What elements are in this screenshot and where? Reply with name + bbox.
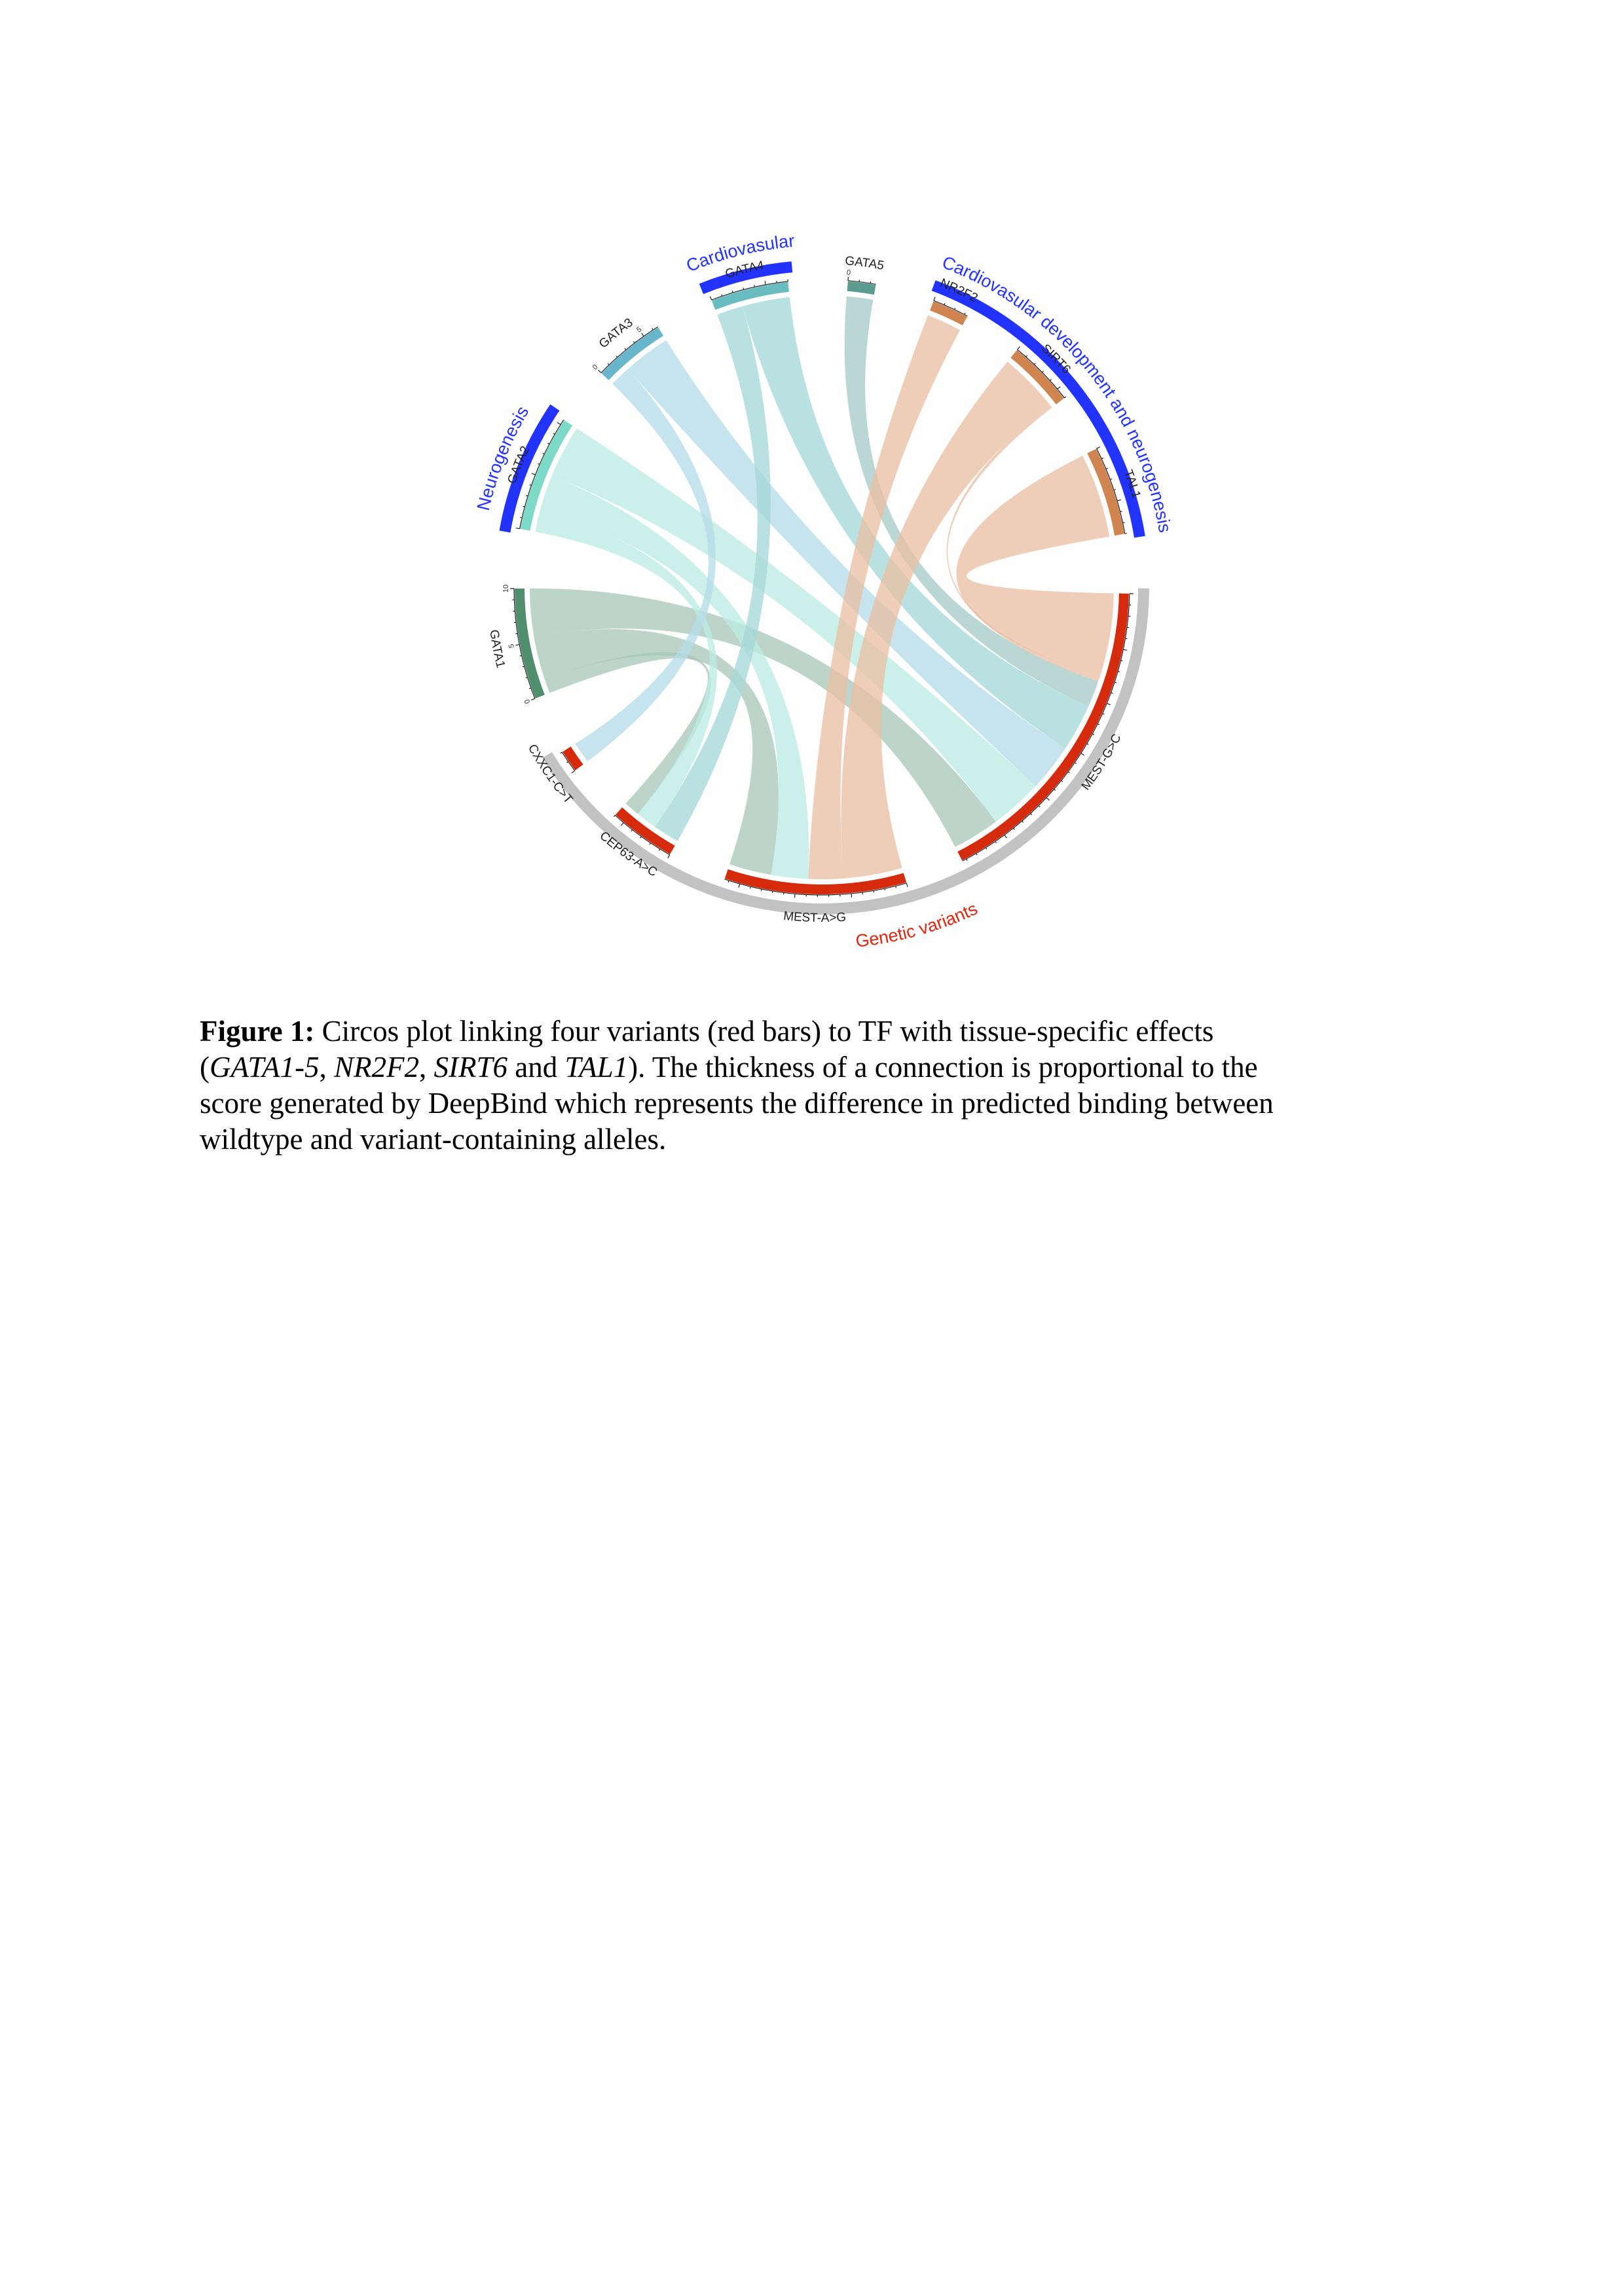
tick-mark: [531, 698, 536, 701]
tick-label: 0: [523, 698, 532, 704]
axis-line: [847, 280, 876, 285]
tick-mark: [1046, 797, 1050, 801]
figure-caption: Figure 1: Circos plot linking four varia…: [200, 1013, 1274, 1157]
tick-label: 10: [502, 585, 510, 592]
chord-link-GATA5-MEST-G>C: [844, 296, 1099, 706]
tick-mark: [571, 770, 576, 774]
tick-label: 5: [507, 644, 516, 649]
caption-text: Circos plot linking four variants (red b…: [314, 1015, 1214, 1048]
axis-line: [600, 326, 658, 373]
axis-line: [962, 593, 1130, 862]
tick-mark: [933, 297, 936, 301]
sector-label-gata3-text: GATA3: [597, 316, 636, 351]
chord-link-GATA4-MEST-G>C: [742, 297, 1089, 748]
caption-figure-label: Figure 1:: [200, 1015, 315, 1048]
tick-mark: [709, 296, 712, 301]
tick-mark: [906, 883, 908, 887]
sector-label-mest-a-g-text: MEST-A>G: [783, 909, 846, 925]
chord-link-GATA2-MEST-G>C: [551, 428, 1036, 822]
tick-label: 0: [846, 269, 851, 277]
axis-line: [933, 300, 968, 317]
chord-links: [530, 296, 1114, 879]
chord-link-GATA1-MEST-A>G: [534, 629, 779, 875]
sector-label-mest-a-g: MEST-A>G: [783, 909, 846, 925]
tick-mark: [1064, 396, 1067, 399]
caption-line: wildtype and variant-containing alleles.: [200, 1121, 1274, 1157]
caption-gene-name: TAL1: [564, 1051, 629, 1084]
tick-mark: [515, 644, 520, 646]
caption-line: Figure 1: Circos plot linking four varia…: [200, 1013, 1274, 1049]
chord-link-TAL1-MEST-G>C: [956, 456, 1114, 678]
sector-bar-gata4: [711, 282, 789, 310]
sector-label-gata3: GATA3: [597, 316, 636, 351]
sector-bar-mest-a-g: [724, 869, 906, 895]
tick-mark: [515, 527, 520, 530]
axis-line: [561, 752, 576, 771]
caption-line: score generated by DeepBind which repres…: [200, 1085, 1274, 1121]
axis-line: [711, 281, 788, 301]
tick-mark: [851, 893, 853, 898]
caption-text: ,: [319, 1051, 334, 1084]
caption-gene-name: SIRT6: [434, 1051, 507, 1084]
tick-label: 5: [635, 325, 643, 334]
caption-text: score generated by DeepBind which repres…: [200, 1087, 1274, 1120]
axis-line: [614, 814, 670, 856]
sector-bar-tal1: [1087, 448, 1124, 536]
sector-bar-gata5: [847, 281, 876, 295]
sector-bar-gata3: [601, 327, 664, 380]
axis-line: [1017, 349, 1065, 399]
caption-gene-name: NR2F2: [333, 1051, 419, 1084]
caption-text: and: [507, 1051, 565, 1084]
caption-gene-name: GATA1-5: [210, 1051, 320, 1084]
tick-mark: [531, 473, 536, 475]
circos-plot: GATA4 0GATA5NR2F2SIRT6TAL1MEST-G>CMEST-A>…: [473, 231, 1175, 951]
tick-mark: [1116, 499, 1122, 501]
sector-bar-cep63-a-c: [616, 807, 675, 854]
chord-link-GATA4-CEP63-A>C: [655, 306, 771, 841]
group-bar-cardiovasular: [699, 261, 793, 295]
sector-label-gata1-text: GATA1: [487, 629, 507, 669]
chord-link-GATA1-MEST-G>C: [530, 588, 996, 847]
axis-line: [1096, 448, 1126, 534]
sector-bar-mest-g-c: [957, 593, 1129, 861]
sector-label-gata1: GATA1: [487, 629, 507, 669]
caption-text: ,: [418, 1051, 434, 1084]
tick-mark: [1080, 752, 1085, 756]
tick-mark: [598, 369, 602, 373]
tick-mark: [1057, 386, 1061, 390]
caption-text: (: [200, 1051, 210, 1084]
caption-line: (GATA1-5, NR2F2, SIRT6 and TAL1). The th…: [200, 1049, 1274, 1085]
sector-bar-cxxc1-c-t: [563, 746, 583, 771]
tick-mark: [557, 422, 561, 425]
sector-bar-gata1: [515, 588, 545, 699]
tick-mark: [620, 822, 624, 826]
caption-text: ). The thickness of a connection is prop…: [628, 1051, 1258, 1084]
group-bar-neurogenesis: [499, 404, 560, 533]
tick-mark: [764, 280, 766, 285]
tick-mark: [1017, 346, 1020, 350]
tick-mark: [794, 894, 796, 898]
chord-link-NR2F2-MEST-A>G: [808, 315, 960, 879]
tick-mark: [1123, 649, 1128, 651]
tick-mark: [641, 333, 644, 337]
sector-bar-sirt6: [1010, 350, 1064, 405]
chord-link-GATA2-MEST-A>G: [540, 475, 809, 879]
chord-link-SIRT6-MEST-A>G: [841, 361, 1050, 879]
sector-bar-nr2f2: [930, 301, 967, 325]
tick-mark: [1096, 446, 1101, 449]
axis-line: [513, 588, 536, 699]
chord-link-GATA3-CXXC1-C>T: [575, 369, 716, 761]
sector-bar-gata2: [520, 420, 573, 531]
group-bars: [499, 261, 1149, 915]
tick-mark: [667, 854, 671, 859]
sector-bars: [510, 276, 1134, 898]
tick-mark: [1004, 834, 1007, 839]
tick-mark: [1107, 702, 1111, 706]
tick-mark: [738, 883, 741, 888]
chord-link-GATA3-MEST-G>C: [627, 340, 1065, 786]
axis-line: [519, 419, 564, 529]
axis-line: [724, 879, 907, 896]
caption-text: wildtype and variant-containing alleles.: [200, 1123, 667, 1156]
tick-mark: [847, 276, 849, 281]
